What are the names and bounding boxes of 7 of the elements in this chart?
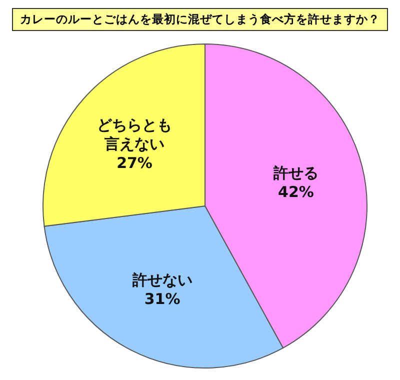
chart-title: カレーのルーとごはんを最初に混ぜてしまう食べ方を許せますか？ (12, 8, 388, 31)
slice-label: 許せる (272, 164, 319, 182)
data-label: 31% (144, 290, 180, 308)
data-label: 42% (278, 183, 314, 202)
slice-label: どちらとも言えない (97, 116, 172, 153)
slice-label: 許せない (131, 271, 192, 290)
data-label: 27% (116, 154, 152, 172)
